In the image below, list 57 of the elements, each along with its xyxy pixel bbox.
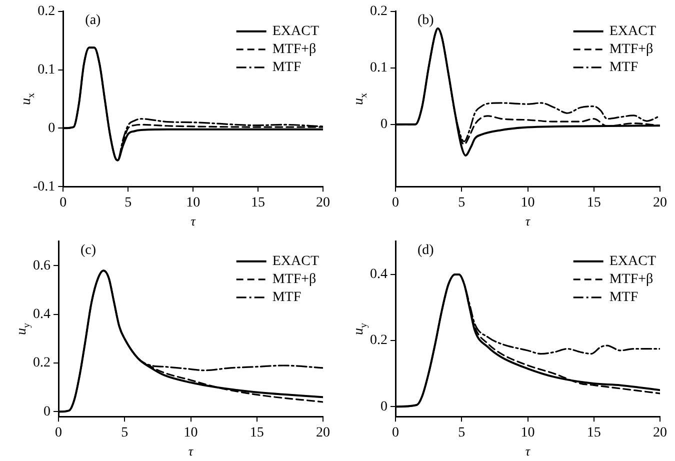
x-tick-label: 5 [121, 426, 128, 441]
x-tick-label: 10 [186, 196, 200, 211]
y-tick-label: 0.4 [370, 267, 388, 282]
legend-label: MTF [272, 290, 302, 306]
x-tick-label: 10 [520, 196, 535, 211]
x-tick-label: 20 [316, 196, 330, 211]
chart-title: (d) [418, 243, 434, 258]
x-tick-label: 0 [60, 196, 67, 211]
x-tick-label: 20 [653, 196, 667, 211]
y-tick-label: 0.2 [370, 333, 388, 348]
legend-label: MTF [272, 60, 302, 76]
legend-label: EXACT [272, 254, 320, 270]
y-tick-label: 0 [380, 117, 388, 132]
legend-label: EXACT [609, 24, 656, 40]
x-tick-label: 5 [124, 196, 132, 211]
y-tick-label: 0.1 [370, 60, 388, 76]
x-tick-label: 15 [586, 426, 601, 441]
x-tick-label: 20 [653, 426, 667, 441]
y-tick-label: 0 [380, 399, 388, 414]
chart-title: (c) [80, 243, 96, 258]
legend-label: EXACT [609, 254, 656, 270]
legend-label: MTF+β [272, 42, 316, 58]
y-tick-label: 0 [48, 120, 56, 136]
x-tick-label: 20 [316, 426, 330, 441]
y-tick-label: 0.2 [33, 356, 50, 371]
x-tick-label: 15 [250, 426, 264, 441]
y-tick-label: 0.4 [33, 307, 50, 322]
x-tick-label: 5 [458, 426, 466, 441]
y-tick-label: -0.1 [32, 179, 56, 194]
legend-label: MTF+β [609, 272, 654, 288]
legend-label: MTF+β [609, 42, 654, 58]
x-axis-title: τ [190, 214, 197, 229]
x-axis-title: τ [188, 444, 194, 459]
x-tick-label: 15 [251, 196, 266, 211]
x-tick-label: 0 [392, 426, 399, 441]
y-axis-title: ux [352, 93, 370, 105]
x-tick-label: 0 [392, 196, 399, 211]
x-tick-label: 10 [520, 426, 535, 441]
legend-label: MTF [609, 60, 638, 76]
x-tick-label: 5 [458, 196, 466, 211]
chart-title: (b) [418, 13, 434, 28]
x-tick-label: 10 [184, 426, 198, 441]
legend-label: MTF+β [272, 272, 316, 288]
y-axis-title: uy [352, 323, 370, 335]
y-tick-label: 0.6 [33, 258, 50, 274]
legend-label: EXACT [272, 24, 320, 40]
y-axis-title: ux [19, 93, 38, 105]
y-tick-label: 0 [44, 404, 50, 420]
y-tick-label: 0.1 [38, 62, 56, 78]
x-axis-title: τ [525, 214, 532, 229]
x-tick-label: 15 [586, 196, 601, 211]
y-tick-label: 0.2 [370, 4, 388, 20]
x-axis-title: τ [525, 444, 532, 459]
y-tick-label: 0.2 [38, 4, 56, 20]
y-axis-title: uy [14, 323, 32, 335]
chart-title: (a) [85, 13, 102, 28]
legend-label: MTF [609, 290, 638, 306]
